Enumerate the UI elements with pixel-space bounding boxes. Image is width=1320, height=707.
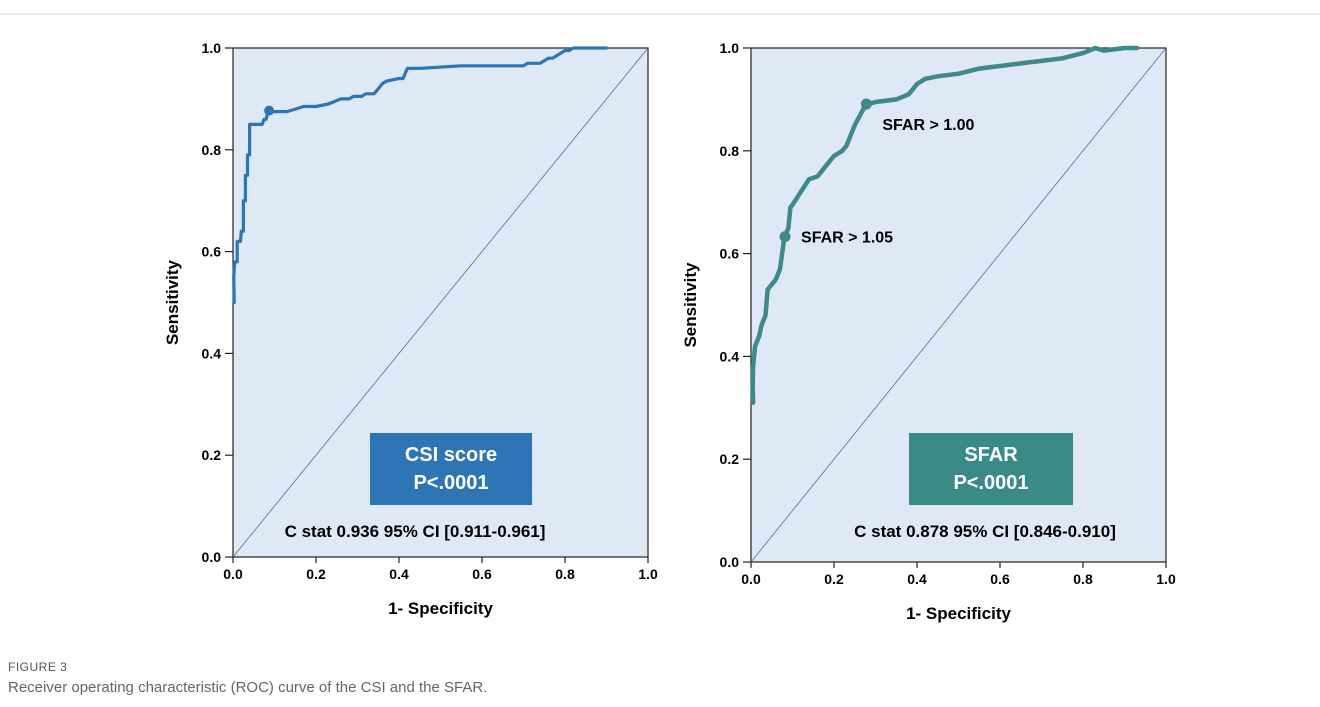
x-tick-label: 0.2	[824, 571, 844, 587]
x-tick-label: 0.2	[306, 566, 326, 582]
c-statistic-text: C stat 0.878 95% CI [0.846-0.910]	[854, 522, 1116, 541]
x-tick-label: 0.4	[389, 566, 409, 582]
x-axis-title: 1- Specificity	[906, 604, 1011, 623]
reference-diagonal	[750, 47, 1167, 563]
figure-caption: Receiver operating characteristic (ROC) …	[8, 679, 488, 696]
y-tick-label: 0.6	[720, 246, 740, 262]
y-tick-label: 0.2	[202, 447, 222, 463]
y-tick-label: 0.8	[720, 143, 740, 159]
c-statistic-text: C stat 0.936 95% CI [0.911-0.961]	[285, 522, 546, 541]
roc-panel-2: 0.0 0.2 0.4 0.6 0.8 1.0 0.0 0.2 0.4 0.6 0.8 1.0 1- S…	[681, 40, 1176, 623]
x-tick-label: 0.6	[472, 566, 492, 582]
x-tick-label: 1.0	[638, 566, 658, 582]
result-box-text: SFAR	[964, 444, 1018, 466]
y-tick-label: 0.6	[202, 244, 222, 260]
y-tick-label: 1.0	[202, 40, 222, 56]
result-box-text: P<.0001	[953, 472, 1028, 494]
cutpoint-marker	[264, 105, 275, 116]
figure-canvas: 0.0 0.2 0.4 0.6 0.8 1.0 0.0 0.2 0.4 0.6 0.8 1.0 1- S…	[0, 13, 1320, 623]
cutpoint-marker	[860, 98, 872, 110]
y-tick-label: 0.0	[202, 549, 222, 565]
y-tick-label: 0.4	[720, 348, 740, 364]
x-tick-label: 0.6	[990, 571, 1010, 587]
x-tick-label: 0.0	[223, 566, 243, 582]
y-tick-label: 0.8	[202, 142, 222, 158]
x-axis-title: 1- Specificity	[388, 599, 493, 618]
result-box-text: P<.0001	[413, 472, 488, 494]
x-tick-label: 0.8	[1073, 571, 1093, 587]
y-tick-label: 0.2	[720, 451, 740, 467]
y-axis-title: Sensitivity	[681, 262, 700, 348]
x-tick-label: 1.0	[1156, 571, 1176, 587]
x-tick-label: 0.4	[907, 571, 927, 587]
roc-curve	[750, 45, 1140, 405]
cutpoint-label: SFAR > 1.05	[801, 230, 893, 247]
y-tick-label: 0.4	[202, 345, 222, 361]
cutpoint-label: SFAR > 1.00	[882, 117, 974, 134]
y-tick-label: 1.0	[720, 40, 740, 56]
figure-label: FIGURE 3	[8, 660, 68, 674]
result-box-text: CSI score	[405, 444, 497, 466]
cutpoint-marker	[779, 231, 791, 243]
result-box	[370, 433, 532, 505]
y-tick-label: 0.0	[720, 554, 740, 570]
reference-diagonal	[232, 47, 649, 558]
x-tick-label: 0.0	[741, 571, 761, 587]
roc-panel-1: 0.0 0.2 0.4 0.6 0.8 1.0 0.0 0.2 0.4 0.6 0.8 1.0 1- S…	[163, 40, 658, 618]
result-box	[909, 433, 1073, 505]
roc-curve	[232, 46, 609, 305]
y-axis-title: Sensitivity	[163, 259, 182, 345]
x-tick-label: 0.8	[555, 566, 575, 582]
